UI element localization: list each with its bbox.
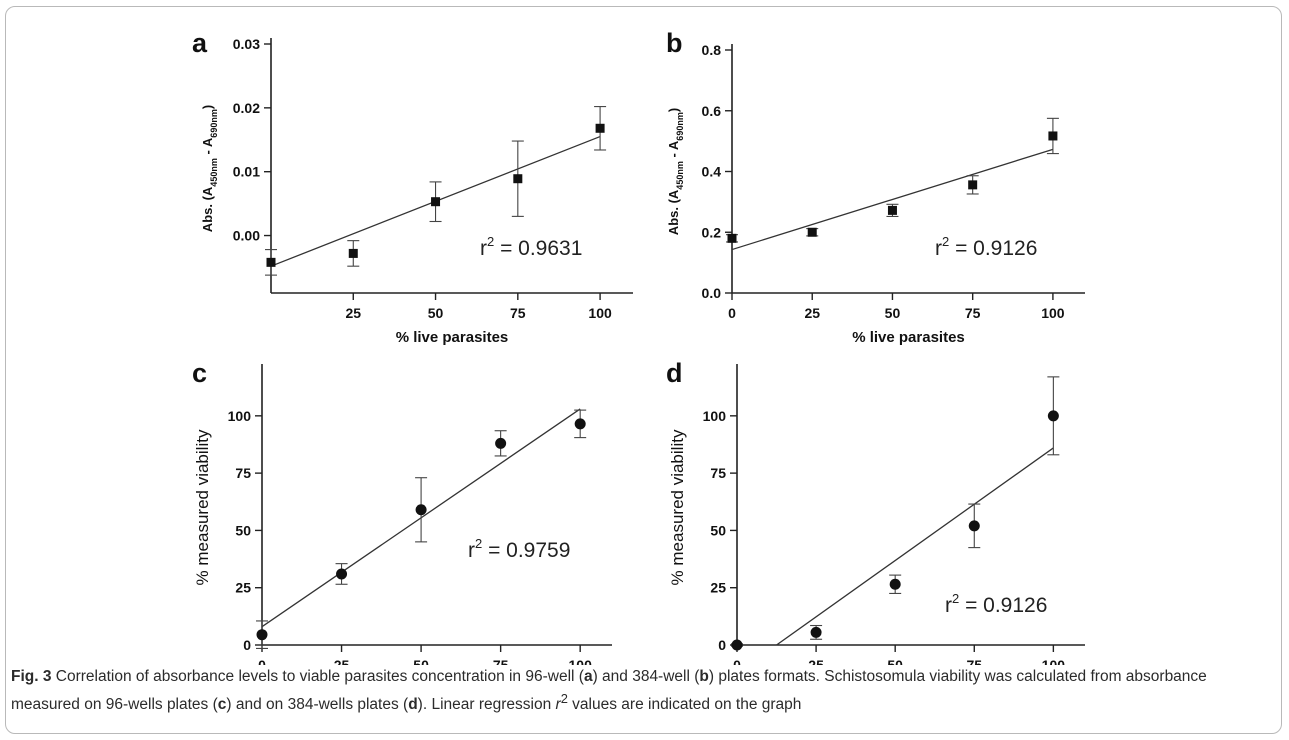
x-tick-label: 75	[510, 305, 526, 321]
x-tick-label: 75	[966, 657, 982, 665]
data-point	[595, 123, 605, 133]
x-tick-label: 50	[885, 305, 901, 321]
r-squared-label: r2 = 0.9759	[468, 536, 570, 562]
caption-ref-c: c	[217, 696, 227, 714]
y-tick-label: 25	[710, 580, 726, 596]
caption-text-5: ). Linear regression	[417, 696, 556, 714]
r-squared-label: r2 = 0.9126	[945, 591, 1047, 617]
panel-letter-b: b	[666, 28, 683, 58]
y-tick-label: 75	[710, 465, 726, 481]
data-point	[889, 578, 901, 590]
x-tick-label: 50	[428, 305, 444, 321]
figure-caption: Fig. 3 Correlation of absorbance levels …	[11, 666, 1277, 716]
regression-line	[731, 148, 1054, 251]
data-point	[256, 629, 268, 641]
caption-r: r	[555, 696, 561, 714]
x-tick-label: 0	[733, 657, 741, 665]
data-point	[431, 197, 441, 207]
caption-r-sup: 2	[560, 691, 568, 706]
data-point	[1048, 131, 1058, 141]
y-axis-label: % measured viability	[193, 429, 212, 585]
caption-ref-a: a	[583, 668, 593, 685]
panel-letter-a: a	[192, 28, 208, 58]
y-tick-label: 0.8	[702, 42, 722, 58]
y-tick-label: 0.2	[702, 224, 722, 240]
caption-text-6: values are indicated on the graph	[567, 696, 802, 714]
x-tick-label: 100	[569, 657, 593, 665]
y-axis-label: % measured viability	[668, 429, 687, 585]
x-tick-label: 75	[965, 305, 981, 321]
panel-b: b 0 25 50 75 100 0.0 0.2 0.4 0.6 0.8 % live parasit…	[666, 28, 1085, 346]
y-tick-label: 0.03	[233, 36, 260, 52]
x-tick-label: 100	[1041, 305, 1065, 321]
y-tick-label: 100	[703, 408, 727, 424]
x-tick-label: 0	[728, 305, 736, 321]
data-point	[1047, 410, 1059, 422]
y-tick-label: 0.0	[702, 285, 722, 301]
caption-text-4: ) and on 384-wells plates (	[226, 696, 409, 714]
y-axis-label: Abs. (A450nm - A690nm)	[666, 108, 685, 235]
r-squared-label: r2 = 0.9631	[480, 234, 582, 260]
x-tick-label: 75	[493, 657, 509, 665]
data-point	[968, 520, 980, 532]
y-tick-label: 0	[243, 637, 251, 653]
data-point	[727, 233, 737, 243]
data-point	[348, 248, 358, 258]
data-point	[336, 568, 348, 580]
caption-ref-b: b	[699, 668, 709, 685]
data-point	[574, 418, 586, 430]
data-point	[731, 639, 743, 651]
y-tick-label: 0.00	[233, 228, 260, 244]
y-tick-label: 25	[235, 580, 251, 596]
x-tick-label: 50	[887, 657, 903, 665]
data-point	[266, 257, 276, 267]
data-point	[415, 504, 427, 516]
y-axis-label: Abs. (A450nm - A690nm)	[200, 105, 219, 232]
panel-letter-d: d	[666, 358, 683, 388]
x-tick-label: 100	[588, 305, 612, 321]
r-squared-label: r2 = 0.9126	[935, 234, 1037, 260]
data-point	[513, 174, 523, 184]
data-point	[887, 205, 897, 215]
x-tick-label: 25	[804, 305, 820, 321]
y-tick-label: 0.02	[233, 100, 260, 116]
caption-fig-label: Fig. 3	[11, 668, 52, 685]
y-tick-label: 0.4	[702, 164, 722, 180]
y-tick-label: 75	[235, 465, 251, 481]
y-tick-label: 100	[228, 408, 252, 424]
data-point	[810, 626, 822, 638]
caption-text-3: ) plates formats. Schistosomula viabilit…	[11, 668, 1207, 714]
y-tick-label: 0.6	[702, 103, 722, 119]
x-axis-label: % live parasites	[396, 329, 509, 346]
caption-text-1: Correlation of absorbance levels to viab…	[51, 668, 584, 685]
caption-ref-d: d	[408, 696, 418, 714]
y-tick-label: 0	[718, 637, 726, 653]
y-tick-label: 50	[235, 522, 251, 538]
y-tick-label: 50	[710, 522, 726, 538]
x-tick-label: 25	[334, 657, 350, 665]
data-point	[807, 227, 817, 237]
x-tick-label: 100	[1042, 657, 1066, 665]
panel-a: a 25 50 75 100 0.00 0.01 0.02 0.03 % live parasit…	[192, 28, 633, 346]
x-tick-label: 0	[258, 657, 266, 665]
data-point	[495, 437, 507, 449]
x-tick-label: 25	[808, 657, 824, 665]
x-tick-label: 25	[345, 305, 361, 321]
figure-frame	[5, 6, 1282, 734]
y-tick-label: 0.01	[233, 164, 260, 180]
regression-line	[776, 447, 1054, 646]
panel-letter-c: c	[192, 358, 207, 388]
x-tick-label: 50	[413, 657, 429, 665]
caption-text-2: ) and 384-well (	[592, 668, 700, 685]
data-point	[968, 180, 978, 190]
x-axis-label: % live parasites	[852, 329, 965, 346]
